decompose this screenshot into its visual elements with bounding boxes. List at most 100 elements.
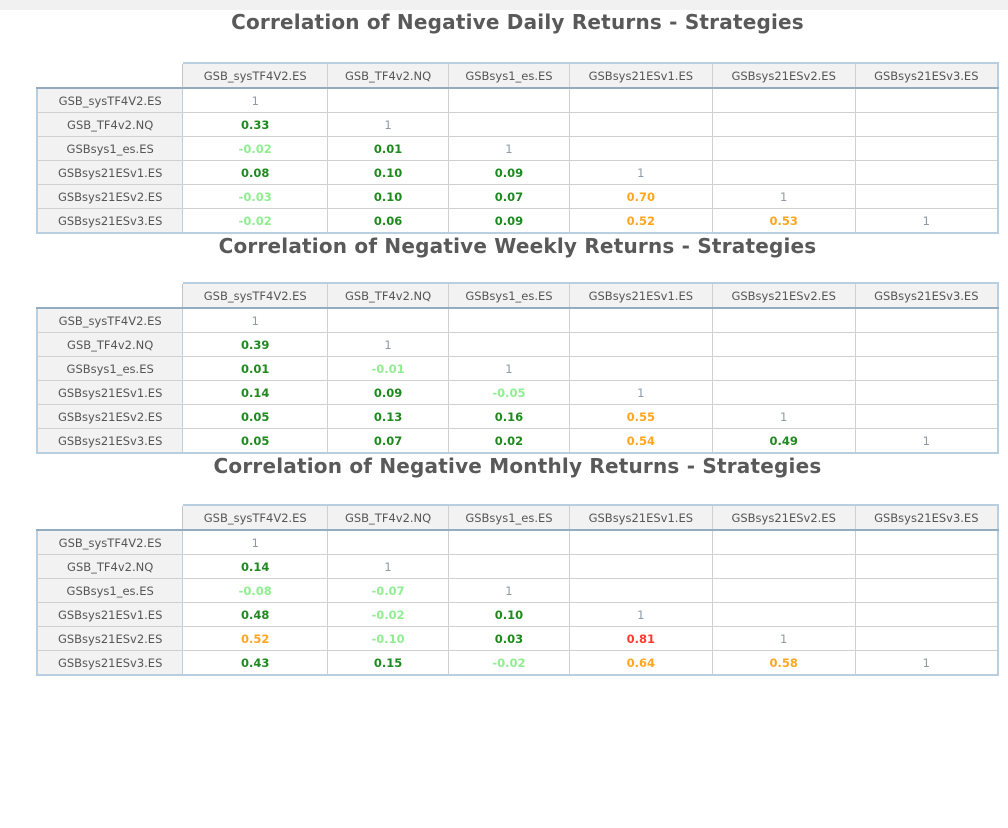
correlation-cell [448, 112, 570, 137]
column-header: GSBsys1_es.ES [448, 62, 570, 89]
correlation-cell: 0.08 [182, 160, 329, 185]
column-header: GSBsys21ESv3.ES [854, 282, 999, 309]
correlation-cell [854, 529, 999, 555]
correlation-cell [711, 602, 856, 627]
correlation-cell: 1 [711, 404, 856, 429]
table-row: GSBsys21ESv1.ES 0.48 -0.02 0.10 1 [36, 602, 999, 627]
correlation-cell: 0.48 [182, 602, 329, 627]
column-header: GSBsys21ESv2.ES [711, 62, 856, 89]
correlation-cell: 0.58 [711, 650, 856, 676]
correlation-cell: 0.07 [327, 428, 450, 454]
row-label: GSB_TF4v2.NQ [36, 332, 184, 357]
row-label: GSB_sysTF4V2.ES [36, 529, 184, 555]
top-bar [0, 0, 1008, 10]
column-header: GSB_sysTF4V2.ES [182, 504, 329, 531]
row-label: GSBsys1_es.ES [36, 136, 184, 161]
correlation-cell: 0.09 [327, 380, 450, 405]
correlation-cell: 0.33 [182, 112, 329, 137]
correlation-cell: 1 [854, 208, 999, 234]
correlation-cell [854, 112, 999, 137]
row-label: GSB_TF4v2.NQ [36, 112, 184, 137]
correlation-cell: 1 [568, 380, 713, 405]
correlation-cell [854, 332, 999, 357]
table-row: GSB_sysTF4V2.ES 1 [36, 307, 999, 333]
section-title-daily: Correlation of Negative Daily Returns - … [231, 10, 804, 34]
column-header: GSB_TF4v2.NQ [327, 504, 450, 531]
table-header-daily: GSB_sysTF4V2.ES GSB_TF4v2.NQ GSBsys1_es.ES… [36, 62, 999, 89]
correlation-cell [854, 404, 999, 429]
correlation-cell: 0.16 [448, 404, 570, 429]
correlation-cell [854, 87, 999, 113]
corner-cell [36, 282, 184, 309]
column-header: GSBsys21ESv3.ES [854, 62, 999, 89]
correlation-cell [854, 136, 999, 161]
correlation-cell: 1 [711, 626, 856, 651]
column-header: GSBsys21ESv2.ES [711, 282, 856, 309]
table-row: GSB_TF4v2.NQ 0.39 1 [36, 332, 999, 357]
correlation-cell: 0.03 [448, 626, 570, 651]
table-row: GSBsys21ESv1.ES 0.08 0.10 0.09 1 [36, 160, 999, 185]
correlation-cell: 0.81 [568, 626, 713, 651]
correlation-cell [711, 529, 856, 555]
correlation-cell [854, 160, 999, 185]
correlation-cell: 1 [568, 160, 713, 185]
correlation-cell: 0.05 [182, 404, 329, 429]
table-row: GSB_sysTF4V2.ES 1 [36, 529, 999, 555]
correlation-cell: 0.52 [182, 626, 329, 651]
column-header: GSBsys21ESv3.ES [854, 504, 999, 531]
correlation-cell: 1 [182, 529, 329, 555]
section-title-weekly: Correlation of Negative Weekly Returns -… [218, 234, 817, 258]
correlation-cell [854, 184, 999, 209]
header-row: GSB_sysTF4V2.ES GSB_TF4v2.NQ GSBsys1_es.ES… [36, 504, 999, 531]
correlation-cell [568, 87, 713, 113]
correlation-cell: -0.08 [182, 578, 329, 603]
table-row: GSBsys21ESv2.ES -0.03 0.10 0.07 0.70 1 [36, 184, 999, 209]
column-header: GSB_TF4v2.NQ [327, 282, 450, 309]
correlation-cell [854, 602, 999, 627]
table-row: GSBsys21ESv3.ES -0.02 0.06 0.09 0.52 0.53 1 [36, 208, 999, 234]
row-label: GSB_sysTF4V2.ES [36, 87, 184, 113]
row-label: GSBsys21ESv3.ES [36, 650, 184, 676]
table-row: GSB_TF4v2.NQ 0.33 1 [36, 112, 999, 137]
header-row: GSB_sysTF4V2.ES GSB_TF4v2.NQ GSBsys1_es.ES… [36, 282, 999, 309]
correlation-cell [448, 87, 570, 113]
row-label: GSBsys21ESv1.ES [36, 380, 184, 405]
table-row: GSBsys21ESv3.ES 0.05 0.07 0.02 0.54 0.49 1 [36, 428, 999, 454]
correlation-cell [448, 554, 570, 579]
correlation-cell: 0.70 [568, 184, 713, 209]
column-header: GSBsys21ESv2.ES [711, 504, 856, 531]
correlation-cell: -0.02 [182, 136, 329, 161]
correlation-cell: 0.52 [568, 208, 713, 234]
correlation-cell [327, 87, 450, 113]
correlation-cell: 0.02 [448, 428, 570, 454]
correlation-cell: 0.01 [182, 356, 329, 381]
section-weekly-correlation: Correlation of Negative Weekly Returns -… [36, 234, 999, 454]
correlation-cell [568, 112, 713, 137]
section-daily-correlation: Correlation of Negative Daily Returns - … [36, 10, 999, 234]
report-content: Correlation of Negative Daily Returns - … [36, 10, 999, 676]
column-header: GSBsys1_es.ES [448, 282, 570, 309]
correlation-cell: 0.07 [448, 184, 570, 209]
table-row: GSBsys1_es.ES 0.01 -0.01 1 [36, 356, 999, 381]
correlation-cell [327, 529, 450, 555]
correlation-cell: 1 [327, 112, 450, 137]
correlation-cell [568, 332, 713, 357]
correlation-cell: 0.10 [448, 602, 570, 627]
section-title-monthly: Correlation of Negative Monthly Returns … [213, 454, 822, 478]
table-row: GSBsys1_es.ES -0.02 0.01 1 [36, 136, 999, 161]
column-header: GSB_TF4v2.NQ [327, 62, 450, 89]
row-label: GSBsys21ESv3.ES [36, 428, 184, 454]
correlation-cell: 1 [448, 136, 570, 161]
column-header: GSB_sysTF4V2.ES [182, 282, 329, 309]
correlation-cell: 0.15 [327, 650, 450, 676]
correlation-cell [711, 332, 856, 357]
correlation-cell: 0.06 [327, 208, 450, 234]
section-monthly-correlation: Correlation of Negative Monthly Returns … [36, 454, 999, 676]
correlation-cell [854, 626, 999, 651]
correlation-cell [568, 529, 713, 555]
table-body-monthly: GSB_sysTF4V2.ES 1 GSB_TF4v2.NQ 0.14 1 GSBsys1… [36, 529, 999, 676]
column-header: GSB_sysTF4V2.ES [182, 62, 329, 89]
correlation-cell: 1 [854, 428, 999, 454]
row-label: GSBsys1_es.ES [36, 578, 184, 603]
row-label: GSBsys1_es.ES [36, 356, 184, 381]
